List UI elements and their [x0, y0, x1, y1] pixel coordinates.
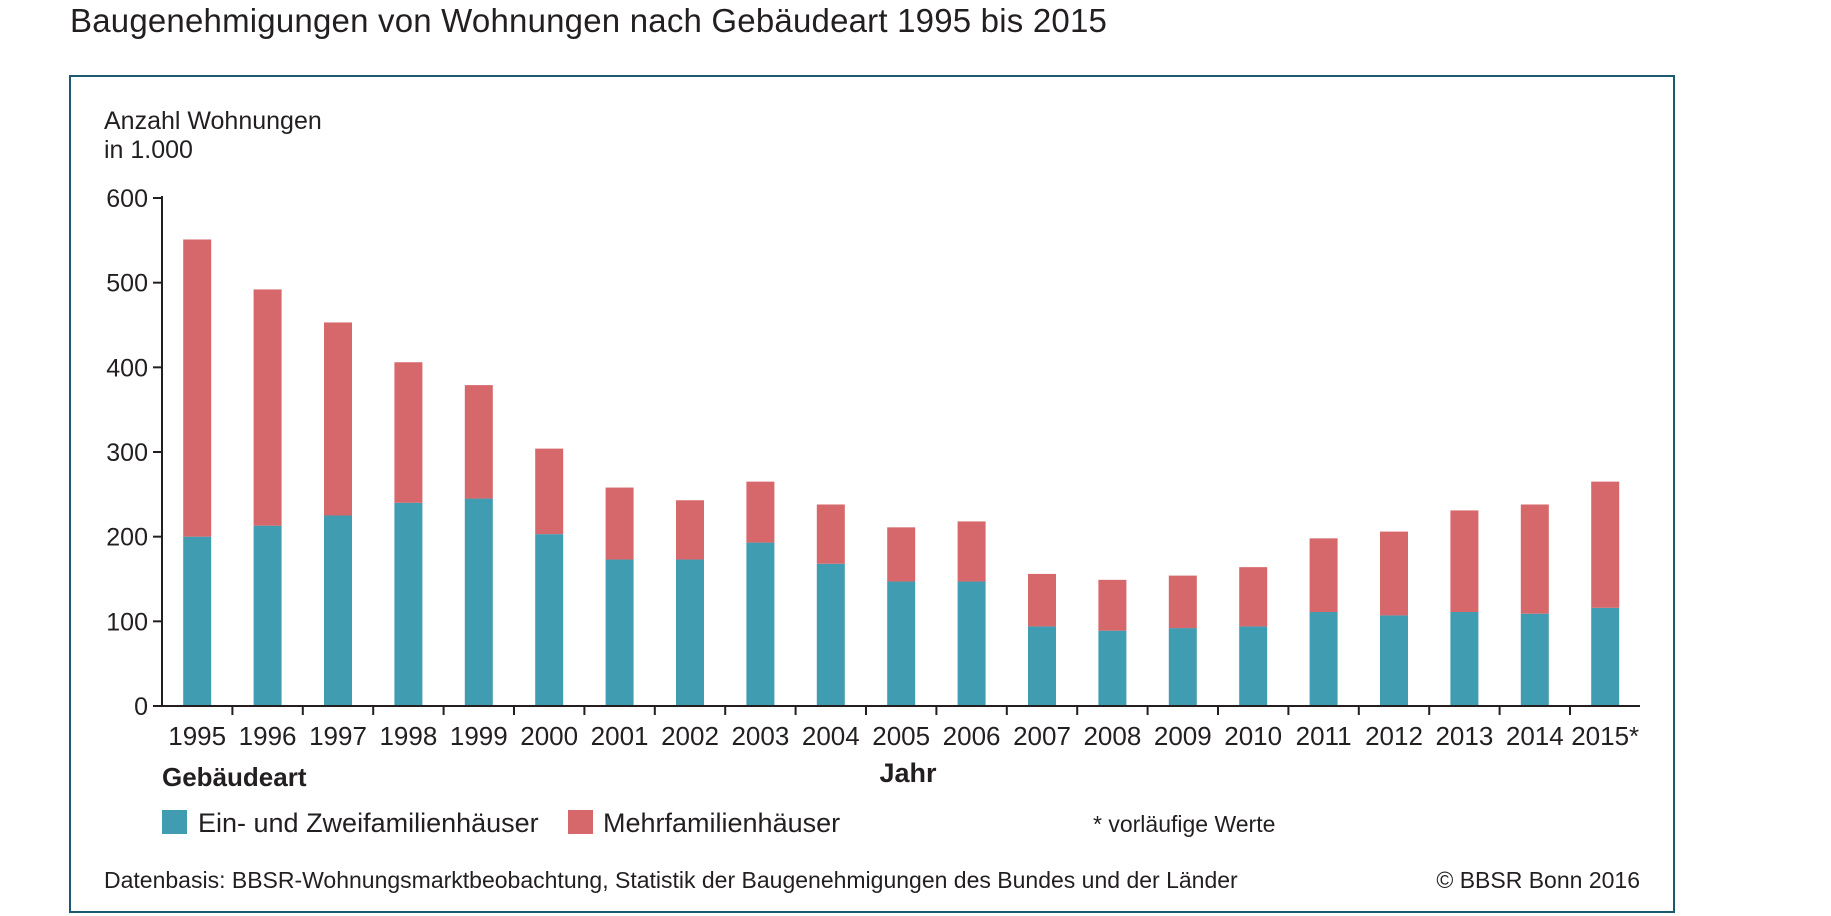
- bar-ein-zweifamilien: [1380, 615, 1408, 706]
- y-axis-label-line2: in 1.000: [104, 136, 193, 164]
- bar-ein-zweifamilien: [676, 559, 704, 706]
- bar-ein-zweifamilien: [1239, 626, 1268, 706]
- x-tick-label: 2001: [591, 721, 649, 751]
- x-tick-label: 2013: [1435, 721, 1493, 751]
- x-axis-label: Jahr: [879, 758, 937, 788]
- bar-mehrfamilien: [957, 521, 986, 582]
- y-tick-label: 100: [106, 608, 148, 636]
- bar-mehrfamilien: [1380, 531, 1408, 616]
- x-tick-label: 2011: [1296, 721, 1352, 751]
- bars: [183, 239, 1620, 706]
- x-tick-label: 2012: [1365, 721, 1423, 751]
- legend-label-mehrfamilien: Mehrfamilienhäuser: [603, 808, 840, 838]
- bar-ein-zweifamilien: [1098, 630, 1127, 706]
- bar-mehrfamilien: [535, 448, 564, 535]
- y-tick-label: 0: [134, 693, 148, 721]
- source-note: Datenbasis: BBSR-Wohnungsmarktbeobachtun…: [104, 867, 1238, 893]
- y-tick-label: 600: [106, 185, 148, 213]
- bar-ein-zweifamilien: [605, 559, 634, 706]
- bar-ein-zweifamilien: [1028, 626, 1056, 706]
- legend-title: Gebäudeart: [162, 762, 307, 792]
- bar-ein-zweifamilien: [535, 534, 564, 706]
- x-tick-label: 2007: [1013, 721, 1071, 751]
- y-tick-label: 300: [106, 439, 148, 467]
- y-axis-label-line1: Anzahl Wohnungen: [104, 107, 322, 135]
- copyright: © BBSR Bonn 2016: [1436, 867, 1640, 893]
- bar-ein-zweifamilien: [1520, 613, 1549, 706]
- bar-mehrfamilien: [183, 239, 212, 537]
- y-tick-label: 500: [106, 270, 148, 298]
- x-tick-label: 2015*: [1571, 721, 1639, 751]
- bar-ein-zweifamilien: [324, 515, 352, 706]
- bar-ein-zweifamilien: [816, 563, 845, 706]
- bar-mehrfamilien: [605, 487, 634, 560]
- bar-mehrfamilien: [1520, 504, 1549, 614]
- x-axis: 1995 1996 1997 1998 1999 2000 2001 2002 2003 2004…: [162, 705, 1640, 751]
- bar-mehrfamilien: [676, 500, 704, 560]
- chart-frame: [69, 75, 1675, 913]
- legend-swatch-mehrfamilien: [568, 810, 593, 834]
- bar-mehrfamilien: [1450, 510, 1479, 613]
- x-tick-label: 1995: [168, 721, 226, 751]
- bar-mehrfamilien: [1309, 538, 1338, 613]
- x-tick-label: 1998: [379, 721, 437, 751]
- bar-ein-zweifamilien: [253, 525, 282, 706]
- bar-ein-zweifamilien: [1450, 612, 1479, 706]
- bar-ein-zweifamilien: [464, 498, 493, 706]
- bar-mehrfamilien: [1591, 481, 1620, 608]
- bar-ein-zweifamilien: [1168, 628, 1197, 706]
- x-tick-label: 1997: [309, 721, 367, 751]
- chart-title: Baugenehmigungen von Wohnungen nach Gebä…: [70, 2, 1108, 39]
- x-tick-label: 2000: [520, 721, 578, 751]
- bar-ein-zweifamilien: [1309, 612, 1338, 706]
- legend-swatch-ein-zweifamilien: [162, 810, 187, 834]
- x-tick-label: 2014: [1506, 721, 1564, 751]
- bar-ein-zweifamilien: [1591, 607, 1620, 706]
- x-tick-label: 2004: [802, 721, 860, 751]
- bar-mehrfamilien: [816, 504, 845, 564]
- x-tick-label: 2008: [1083, 721, 1141, 751]
- bar-mehrfamilien: [1168, 575, 1197, 629]
- bar-mehrfamilien: [464, 385, 493, 499]
- x-tick-label: 2003: [731, 721, 789, 751]
- y-axis: 0 100 200 300 400 500 600: [106, 185, 163, 721]
- bar-mehrfamilien: [1028, 573, 1056, 627]
- bar-ein-zweifamilien: [887, 581, 916, 706]
- legend-label-ein-zweifamilien: Ein- und Zweifamilienhäuser: [198, 808, 539, 838]
- bar-ein-zweifamilien: [957, 581, 986, 706]
- x-tick-label: 2002: [661, 721, 719, 751]
- bar-mehrfamilien: [253, 289, 282, 526]
- bar-ein-zweifamilien: [183, 536, 212, 706]
- bar-mehrfamilien: [746, 481, 775, 543]
- bar-ein-zweifamilien: [746, 542, 775, 706]
- bar-mehrfamilien: [394, 362, 423, 503]
- bar-mehrfamilien: [1239, 567, 1268, 627]
- x-tick-label: 2006: [943, 721, 1001, 751]
- bar-ein-zweifamilien: [394, 502, 423, 706]
- x-tick-label: 2010: [1224, 721, 1282, 751]
- bar-mehrfamilien: [324, 322, 352, 516]
- x-tick-label: 2009: [1154, 721, 1212, 751]
- y-tick-label: 200: [106, 524, 148, 552]
- x-tick-label: 2005: [872, 721, 930, 751]
- x-tick-label: 1996: [239, 721, 297, 751]
- y-tick-label: 400: [106, 354, 148, 382]
- bar-mehrfamilien: [887, 527, 916, 582]
- x-tick-label: 1999: [450, 721, 508, 751]
- footnote: * vorläufige Werte: [1093, 811, 1275, 837]
- bar-mehrfamilien: [1098, 579, 1127, 631]
